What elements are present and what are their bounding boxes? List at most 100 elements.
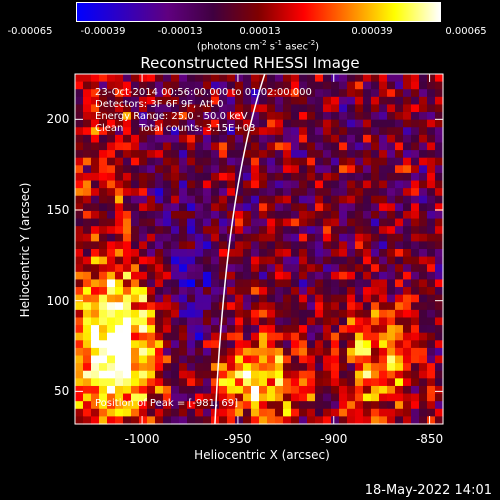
heatmap-cell	[379, 127, 388, 136]
heatmap-cell	[115, 256, 124, 265]
heatmap-cell	[123, 157, 132, 166]
heatmap-cell	[299, 134, 308, 144]
heatmap-cell	[155, 416, 164, 425]
heatmap-cell	[291, 165, 300, 174]
heatmap-cell	[187, 203, 196, 212]
heatmap-cell	[235, 203, 244, 212]
heatmap-cell	[179, 89, 188, 98]
heatmap-cell	[235, 393, 244, 402]
heatmap-cell	[419, 96, 428, 106]
heatmap-cell	[131, 363, 140, 372]
heatmap-cell	[123, 89, 132, 98]
heatmap-cell	[363, 150, 372, 159]
heatmap-cell	[155, 279, 164, 288]
heatmap-cell	[131, 325, 140, 334]
heatmap-cell	[235, 119, 244, 128]
heatmap-cell	[123, 340, 132, 349]
heatmap-cell	[171, 210, 180, 220]
heatmap-cell	[235, 112, 244, 121]
heatmap-cell	[275, 112, 284, 121]
heatmap-cell	[259, 180, 268, 189]
heatmap-cell	[115, 249, 124, 258]
heatmap-cell	[323, 256, 332, 265]
heatmap-cell	[259, 127, 268, 136]
heatmap-cell	[291, 180, 300, 189]
heatmap-cell	[355, 287, 364, 296]
heatmap-cell	[259, 264, 268, 273]
heatmap-cell	[419, 165, 428, 174]
heatmap-cell	[211, 264, 220, 273]
heatmap-cell	[211, 378, 220, 387]
heatmap-cell	[387, 287, 396, 296]
heatmap-cell	[131, 104, 140, 113]
heatmap-cell	[323, 157, 332, 166]
heatmap-cell	[219, 271, 228, 281]
heatmap-cell	[251, 271, 260, 281]
heatmap-cell	[435, 393, 444, 402]
heatmap-cell	[155, 408, 164, 417]
heatmap-cell	[435, 104, 444, 113]
heatmap-cell	[211, 165, 220, 174]
heatmap-cell	[387, 104, 396, 113]
heatmap-cell	[331, 370, 340, 379]
heatmap-cell	[275, 249, 284, 258]
heatmap-cell	[163, 119, 172, 128]
heatmap-cell	[251, 134, 260, 144]
heatmap-cell	[131, 347, 140, 357]
heatmap-cell	[163, 393, 172, 402]
heatmap-cell	[75, 241, 84, 250]
heatmap-cell	[395, 74, 404, 83]
heatmap-cell	[259, 210, 268, 220]
heatmap-cell	[187, 340, 196, 349]
heatmap-cell	[75, 180, 84, 189]
heatmap-cell	[83, 264, 92, 273]
heatmap-cell	[187, 112, 196, 121]
heatmap-cell	[427, 210, 436, 220]
heatmap-cell	[291, 195, 300, 204]
heatmap-cell	[83, 180, 92, 189]
heatmap-cell	[187, 317, 196, 326]
heatmap-cell	[115, 165, 124, 174]
heatmap-cell	[123, 363, 132, 372]
heatmap-cell	[107, 142, 116, 151]
heatmap-cell	[163, 112, 172, 121]
heatmap-cell	[347, 325, 356, 334]
heatmap-cell	[171, 157, 180, 166]
heatmap-cell	[403, 370, 412, 379]
heatmap-cell	[307, 340, 316, 349]
heatmap-cell	[195, 393, 204, 402]
heatmap-cell	[411, 104, 420, 113]
heatmap-cell	[307, 127, 316, 136]
heatmap-cell	[163, 347, 172, 357]
heatmap-cell	[227, 104, 236, 113]
heatmap-cell	[299, 317, 308, 326]
x-tick-label: -900	[320, 432, 348, 446]
heatmap-cell	[267, 332, 276, 341]
heatmap-cell	[187, 188, 196, 197]
heatmap-cell	[291, 96, 300, 106]
heatmap-cell	[75, 112, 84, 121]
heatmap-cell	[275, 294, 284, 303]
heatmap-cell	[195, 401, 204, 410]
heatmap-cell	[435, 249, 444, 258]
heatmap-cell	[299, 150, 308, 159]
heatmap-cell	[387, 385, 396, 395]
heatmap-cell	[379, 363, 388, 372]
heatmap-cell	[139, 271, 148, 281]
heatmap-cell	[435, 233, 444, 242]
heatmap-cell	[203, 142, 212, 151]
heatmap-cell	[155, 218, 164, 227]
heatmap-cell	[163, 104, 172, 113]
heatmap-cell	[163, 74, 172, 83]
y-tick-label: 200	[46, 112, 70, 127]
heatmap-cell	[195, 142, 204, 151]
heatmap-cell	[379, 347, 388, 357]
heatmap-cell	[371, 385, 380, 395]
heatmap-cell	[211, 180, 220, 189]
heatmap-cell	[315, 89, 324, 98]
heatmap-cell	[155, 157, 164, 166]
heatmap-cell	[379, 370, 388, 379]
heatmap-cell	[291, 393, 300, 402]
heatmap-cell	[75, 134, 84, 144]
heatmap-cell	[179, 393, 188, 402]
